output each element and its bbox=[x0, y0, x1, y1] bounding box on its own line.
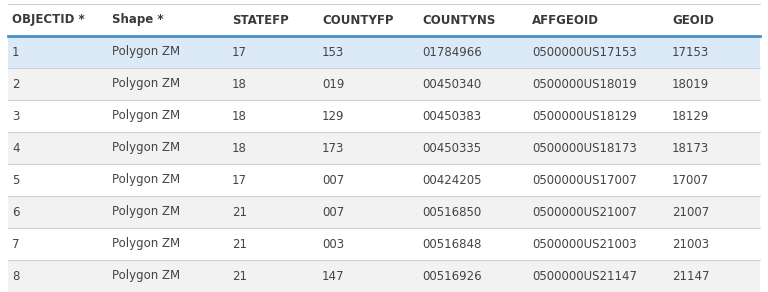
Text: 21007: 21007 bbox=[672, 206, 710, 218]
Text: 6: 6 bbox=[12, 206, 19, 218]
Text: Polygon ZM: Polygon ZM bbox=[112, 206, 180, 218]
Text: 00516850: 00516850 bbox=[422, 206, 482, 218]
Bar bbox=[8, 4, 760, 36]
Text: 0500000US18019: 0500000US18019 bbox=[532, 77, 637, 91]
Bar bbox=[8, 68, 760, 100]
Bar bbox=[8, 196, 760, 228]
Text: 5: 5 bbox=[12, 173, 19, 187]
Text: 21: 21 bbox=[232, 237, 247, 251]
Text: 0500000US21003: 0500000US21003 bbox=[532, 237, 637, 251]
Text: 8: 8 bbox=[12, 270, 19, 282]
Text: 21003: 21003 bbox=[672, 237, 709, 251]
Text: COUNTYFP: COUNTYFP bbox=[322, 13, 393, 27]
Text: 129: 129 bbox=[322, 110, 345, 123]
Text: Polygon ZM: Polygon ZM bbox=[112, 77, 180, 91]
Text: 18173: 18173 bbox=[672, 142, 710, 154]
Text: 00450340: 00450340 bbox=[422, 77, 482, 91]
Text: 00516848: 00516848 bbox=[422, 237, 482, 251]
Text: 21: 21 bbox=[232, 270, 247, 282]
Text: 1: 1 bbox=[12, 46, 19, 58]
Text: 7: 7 bbox=[12, 237, 19, 251]
Text: 21147: 21147 bbox=[672, 270, 710, 282]
Text: Polygon ZM: Polygon ZM bbox=[112, 270, 180, 282]
Text: 0500000US21147: 0500000US21147 bbox=[532, 270, 637, 282]
Text: 4: 4 bbox=[12, 142, 19, 154]
Text: 00450383: 00450383 bbox=[422, 110, 481, 123]
Text: 0500000US17153: 0500000US17153 bbox=[532, 46, 637, 58]
Text: 007: 007 bbox=[322, 173, 344, 187]
Text: 3: 3 bbox=[12, 110, 19, 123]
Text: Polygon ZM: Polygon ZM bbox=[112, 173, 180, 187]
Text: 00424205: 00424205 bbox=[422, 173, 482, 187]
Text: OBJECTID *: OBJECTID * bbox=[12, 13, 84, 27]
Text: Shape *: Shape * bbox=[112, 13, 164, 27]
Text: Polygon ZM: Polygon ZM bbox=[112, 46, 180, 58]
Bar bbox=[8, 228, 760, 260]
Text: 0500000US18173: 0500000US18173 bbox=[532, 142, 637, 154]
Text: 18019: 18019 bbox=[672, 77, 710, 91]
Text: 0500000US18129: 0500000US18129 bbox=[532, 110, 637, 123]
Text: 00450335: 00450335 bbox=[422, 142, 481, 154]
Text: 18: 18 bbox=[232, 110, 247, 123]
Text: 0500000US17007: 0500000US17007 bbox=[532, 173, 637, 187]
Text: 18: 18 bbox=[232, 77, 247, 91]
Text: Polygon ZM: Polygon ZM bbox=[112, 142, 180, 154]
Text: 18: 18 bbox=[232, 142, 247, 154]
Bar bbox=[8, 132, 760, 164]
Text: 18129: 18129 bbox=[672, 110, 710, 123]
Bar bbox=[8, 260, 760, 292]
Text: 003: 003 bbox=[322, 237, 344, 251]
Text: 153: 153 bbox=[322, 46, 344, 58]
Bar bbox=[8, 36, 760, 68]
Text: 17: 17 bbox=[232, 46, 247, 58]
Text: COUNTYNS: COUNTYNS bbox=[422, 13, 495, 27]
Text: 019: 019 bbox=[322, 77, 344, 91]
Text: 00516926: 00516926 bbox=[422, 270, 482, 282]
Text: 007: 007 bbox=[322, 206, 344, 218]
Bar bbox=[8, 100, 760, 132]
Text: STATEFP: STATEFP bbox=[232, 13, 289, 27]
Text: Polygon ZM: Polygon ZM bbox=[112, 237, 180, 251]
Text: 2: 2 bbox=[12, 77, 19, 91]
Text: 01784966: 01784966 bbox=[422, 46, 482, 58]
Text: 21: 21 bbox=[232, 206, 247, 218]
Text: 17: 17 bbox=[232, 173, 247, 187]
Text: AFFGEOID: AFFGEOID bbox=[532, 13, 599, 27]
Text: Polygon ZM: Polygon ZM bbox=[112, 110, 180, 123]
Text: 17153: 17153 bbox=[672, 46, 710, 58]
Bar bbox=[8, 164, 760, 196]
Text: 0500000US21007: 0500000US21007 bbox=[532, 206, 637, 218]
Text: GEOID: GEOID bbox=[672, 13, 714, 27]
Text: 173: 173 bbox=[322, 142, 344, 154]
Text: 17007: 17007 bbox=[672, 173, 710, 187]
Text: 147: 147 bbox=[322, 270, 345, 282]
